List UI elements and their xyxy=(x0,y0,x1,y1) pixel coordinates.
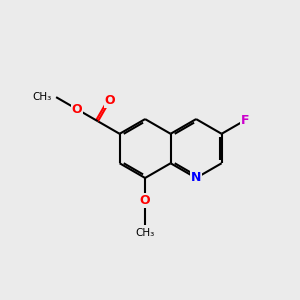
Text: F: F xyxy=(241,114,249,127)
Text: CH₃: CH₃ xyxy=(32,92,52,102)
Text: CH₃: CH₃ xyxy=(136,228,155,238)
Text: N: N xyxy=(191,172,201,184)
Text: O: O xyxy=(105,94,115,107)
Text: O: O xyxy=(140,194,150,207)
Text: O: O xyxy=(72,103,82,116)
